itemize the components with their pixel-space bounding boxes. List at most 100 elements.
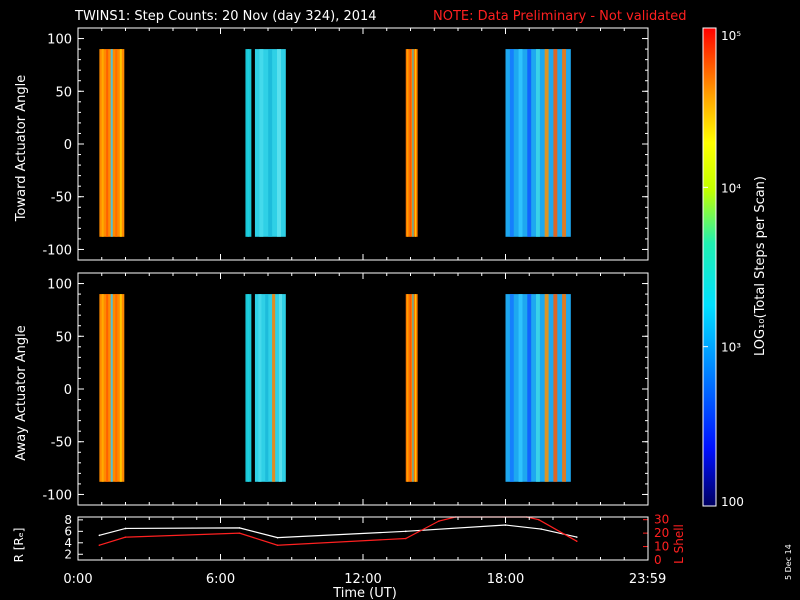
toward-block-3-stripe-2 — [412, 49, 414, 237]
orbit-series-1-point-1 — [124, 536, 127, 538]
time-xlabel: Time (UT) — [332, 586, 397, 600]
time-xtick-label-3: 18:00 — [487, 572, 524, 587]
orbit-ytick-label-0: 8 — [64, 513, 72, 527]
toward-plot-frame — [77, 27, 649, 261]
orbit-series-0-line — [99, 524, 577, 539]
time-xtick-label-0: 0:00 — [63, 572, 92, 587]
colorbar-tick-label-2: 10³ — [721, 341, 741, 355]
toward-block-2-stripe-2 — [276, 49, 281, 237]
orbit-y2label: L Shell — [672, 524, 686, 564]
colorbar — [703, 28, 716, 506]
toward-block-0-stripe-0 — [101, 49, 104, 237]
orbit-y2tick-label-2: 10 — [654, 540, 669, 554]
away-block-2-stripe-0 — [258, 294, 262, 482]
away-block-0-stripe-4 — [119, 294, 122, 482]
away-block-3-stripe-2 — [412, 294, 414, 482]
colorbar-tick-label-0: 10⁵ — [721, 29, 741, 43]
orbit-ytick-label-2: 4 — [64, 536, 72, 550]
toward-block-4-stripe-3 — [535, 49, 540, 237]
away-heatmap-panel: 100 50 0 -50 -100 — [42, 273, 649, 505]
away-block-0-stripe-2 — [110, 294, 113, 482]
away-block-3-stripe-1 — [409, 294, 411, 482]
orbit-series-0-point-7 — [575, 536, 578, 538]
orbit-ylabel: R [Rₑ] — [12, 528, 26, 563]
away-block-2-stripe-2 — [272, 294, 276, 482]
toward-block-4-stripe-4 — [544, 49, 549, 237]
toward-ylabel: Toward Actuator Angle — [14, 75, 29, 222]
toward-block-0-stripe-2 — [110, 49, 113, 237]
toward-heatmap-panel: 100 50 0 -50 -100 — [42, 28, 649, 260]
away-block-0-stripe-1 — [106, 294, 109, 482]
toward-block-4-stripe-0 — [509, 49, 514, 237]
away-block-4-stripe-4 — [544, 294, 549, 482]
orbit-series-1-point-9 — [575, 540, 578, 542]
toward-block-3-stripe-0 — [407, 49, 409, 237]
orbit-series-1-point-3 — [276, 544, 279, 547]
toward-block-0-stripe-1 — [106, 49, 109, 237]
orbit-y2tick-label-0: 30 — [654, 513, 669, 527]
orbit-ytick-label-1: 6 — [64, 524, 72, 538]
away-block-1-stripe-0 — [247, 294, 250, 482]
away-block-3 — [405, 294, 418, 482]
toward-ytick-label-3: -50 — [51, 191, 72, 206]
colorbar-tick-label-1: 10⁴ — [721, 181, 741, 195]
toward-block-4-stripe-2 — [527, 49, 532, 237]
toward-block-0-stripe-4 — [119, 49, 122, 237]
orbit-series-0-point-3 — [276, 536, 279, 539]
toward-block-4-stripe-5 — [553, 49, 558, 237]
away-block-0-stripe-0 — [101, 294, 104, 482]
orbit-ytick-label-3: 2 — [64, 547, 72, 561]
toward-block-4-stripe-6 — [562, 49, 567, 237]
toward-ytick-label-1: 50 — [55, 85, 72, 100]
chart-title: TWINS1: Step Counts: 20 Nov (day 324), 2… — [74, 9, 377, 24]
orbit-plot-frame — [77, 516, 649, 561]
away-ylabel: Away Actuator Angle — [14, 325, 29, 460]
orbit-series-0-point-4 — [404, 530, 407, 533]
away-block-4-stripe-6 — [562, 294, 567, 482]
orbit-series-0-point-5 — [504, 524, 507, 526]
preliminary-note: NOTE: Data Preliminary - Not validated — [433, 9, 687, 24]
away-block-0-stripe-3 — [115, 294, 118, 482]
away-block-2-stripe-1 — [265, 294, 269, 482]
away-ytick-label-3: -50 — [51, 436, 72, 451]
orbit-series-1-point-5 — [438, 520, 440, 522]
away-block-3-stripe-0 — [407, 294, 409, 482]
toward-block-2-stripe-0 — [259, 49, 264, 237]
orbit-series-1-point-2 — [238, 532, 241, 534]
toward-block-3-stripe-1 — [409, 49, 411, 237]
orbit-series-1-line — [99, 516, 578, 546]
orbit-series-0-point-1 — [124, 527, 127, 530]
away-block-2-stripe-3 — [278, 294, 283, 482]
time-xtick-label-1: 6:00 — [206, 572, 235, 587]
toward-ytick-label-4: -100 — [42, 243, 72, 258]
away-ytick-label-0: 100 — [47, 278, 72, 293]
orbit-series-1-point-4 — [404, 537, 407, 540]
colorbar-frame — [702, 27, 717, 507]
orbit-y2tick-label-1: 20 — [654, 526, 669, 540]
colorbar-label: LOG₁₀(Total Steps per Scan) — [753, 176, 768, 356]
orbit-series-0-point-0 — [98, 534, 101, 537]
toward-block-4-stripe-1 — [518, 49, 523, 237]
toward-block-3-stripe-3 — [414, 49, 417, 237]
away-block-4-stripe-0 — [509, 294, 514, 482]
away-block-4-stripe-5 — [553, 294, 558, 482]
away-block-3-stripe-3 — [414, 294, 417, 482]
orbit-series-0-point-2 — [238, 527, 241, 529]
toward-block-2-stripe-1 — [268, 49, 273, 237]
away-ytick-label-1: 50 — [55, 330, 72, 345]
away-ytick-label-4: -100 — [42, 488, 72, 503]
away-block-4-stripe-3 — [535, 294, 540, 482]
toward-block-1-stripe-0 — [247, 49, 250, 237]
toward-ytick-label-0: 100 — [47, 33, 72, 48]
time-xtick-label-2: 12:00 — [344, 572, 381, 587]
time-xtick-label-4: 23:59 — [629, 572, 666, 587]
away-plot-frame — [77, 272, 649, 506]
away-block-4-stripe-2 — [527, 294, 532, 482]
away-block-4-stripe-1 — [518, 294, 523, 482]
generation-date: 5 Dec 14 — [784, 544, 793, 580]
orbit-series-1-point-0 — [98, 544, 101, 547]
colorbar-tick-label-3: 100 — [721, 495, 744, 509]
toward-block-3 — [405, 49, 418, 237]
away-ytick-label-2: 0 — [64, 383, 72, 398]
